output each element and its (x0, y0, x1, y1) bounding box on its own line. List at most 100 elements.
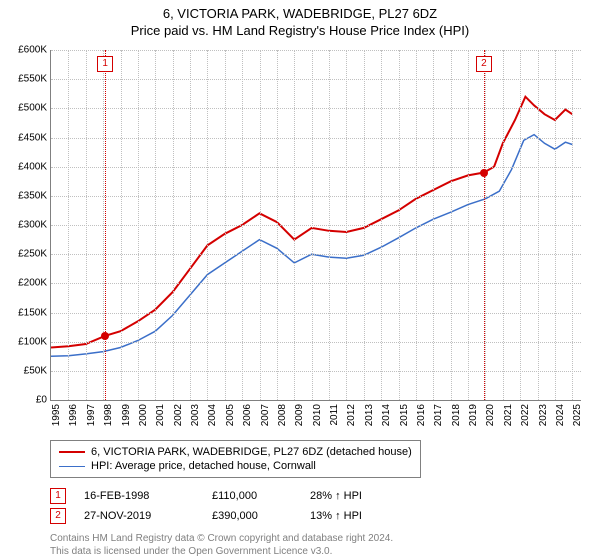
sale-date: 16-FEB-1998 (84, 490, 194, 502)
gridline-v (190, 50, 191, 400)
sale-date: 27-NOV-2019 (84, 510, 194, 522)
gridline-v (207, 50, 208, 400)
x-tick-label: 2003 (190, 404, 201, 434)
y-tick-label: £350K (3, 190, 47, 201)
x-tick-label: 2013 (364, 404, 375, 434)
gridline-v (329, 50, 330, 400)
gridline-v (312, 50, 313, 400)
x-tick-label: 1999 (121, 404, 132, 434)
sale-price: £390,000 (212, 510, 292, 522)
gridline-v (399, 50, 400, 400)
y-tick-label: £550K (3, 74, 47, 85)
gridline-h (51, 108, 581, 109)
x-tick-label: 2004 (207, 404, 218, 434)
gridline-v (433, 50, 434, 400)
gridline-h (51, 254, 581, 255)
x-tick-label: 2015 (399, 404, 410, 434)
x-tick-label: 2001 (155, 404, 166, 434)
title-block: 6, VICTORIA PARK, WADEBRIDGE, PL27 6DZ P… (0, 0, 600, 38)
gridline-v (485, 50, 486, 400)
gridline-v (121, 50, 122, 400)
gridline-v (346, 50, 347, 400)
x-tick-label: 2011 (329, 404, 340, 434)
sale-row-1: 1 16-FEB-1998 £110,000 28% ↑ HPI (50, 486, 580, 506)
gridline-v (503, 50, 504, 400)
y-tick-label: £150K (3, 307, 47, 318)
legend-and-footer: 6, VICTORIA PARK, WADEBRIDGE, PL27 6DZ (… (50, 440, 580, 558)
gridline-h (51, 371, 581, 372)
x-tick-label: 2006 (242, 404, 253, 434)
x-tick-label: 2023 (538, 404, 549, 434)
gridline-v (520, 50, 521, 400)
legend-label: 6, VICTORIA PARK, WADEBRIDGE, PL27 6DZ (… (91, 446, 412, 458)
y-tick-label: £200K (3, 278, 47, 289)
x-tick-label: 2008 (277, 404, 288, 434)
sale-row-2: 2 27-NOV-2019 £390,000 13% ↑ HPI (50, 506, 580, 526)
x-tick-label: 2017 (433, 404, 444, 434)
legend-swatch (59, 451, 85, 453)
x-tick-label: 2005 (225, 404, 236, 434)
footer-line-2: This data is licensed under the Open Gov… (50, 545, 580, 558)
gridline-v (242, 50, 243, 400)
title-address: 6, VICTORIA PARK, WADEBRIDGE, PL27 6DZ (0, 6, 600, 21)
sale-marker-box: 1 (97, 56, 113, 72)
y-tick-label: £0 (3, 395, 47, 406)
legend-label: HPI: Average price, detached house, Corn… (91, 460, 316, 472)
x-tick-label: 2021 (503, 404, 514, 434)
gridline-v (277, 50, 278, 400)
gridline-v (225, 50, 226, 400)
gridline-v (468, 50, 469, 400)
gridline-h (51, 50, 581, 51)
x-tick-label: 2012 (346, 404, 357, 434)
x-tick-label: 2022 (520, 404, 531, 434)
x-tick-label: 1995 (51, 404, 62, 434)
sale-marker-dot (480, 169, 488, 177)
gridline-v (260, 50, 261, 400)
sale-delta: 13% ↑ HPI (310, 510, 400, 522)
x-tick-label: 2025 (572, 404, 583, 434)
x-tick-label: 2010 (312, 404, 323, 434)
footer: Contains HM Land Registry data © Crown c… (50, 532, 580, 558)
gridline-v (86, 50, 87, 400)
x-tick-label: 2020 (485, 404, 496, 434)
sale-marker-badge: 1 (50, 488, 66, 504)
x-tick-label: 2002 (173, 404, 184, 434)
gridline-h (51, 79, 581, 80)
gridline-v (381, 50, 382, 400)
x-tick-label: 2009 (294, 404, 305, 434)
gridline-h (51, 283, 581, 284)
sale-price: £110,000 (212, 490, 292, 502)
x-tick-label: 2007 (260, 404, 271, 434)
x-tick-label: 2024 (555, 404, 566, 434)
y-tick-label: £300K (3, 220, 47, 231)
sale-marker-box: 2 (476, 56, 492, 72)
gridline-v (416, 50, 417, 400)
gridline-v (294, 50, 295, 400)
legend-row-hpi: HPI: Average price, detached house, Corn… (59, 459, 412, 473)
y-tick-label: £400K (3, 161, 47, 172)
gridline-h (51, 196, 581, 197)
gridline-v (68, 50, 69, 400)
gridline-v (555, 50, 556, 400)
sale-delta: 28% ↑ HPI (310, 490, 400, 502)
x-tick-label: 1998 (103, 404, 114, 434)
sale-marker-dot (101, 332, 109, 340)
chart-container: 6, VICTORIA PARK, WADEBRIDGE, PL27 6DZ P… (0, 0, 600, 560)
legend-row-price-paid: 6, VICTORIA PARK, WADEBRIDGE, PL27 6DZ (… (59, 445, 412, 459)
y-tick-label: £100K (3, 336, 47, 347)
footer-line-1: Contains HM Land Registry data © Crown c… (50, 532, 580, 545)
gridline-v (103, 50, 104, 400)
x-tick-label: 1997 (86, 404, 97, 434)
gridline-h (51, 225, 581, 226)
gridline-v (364, 50, 365, 400)
x-tick-label: 2018 (451, 404, 462, 434)
legend-box: 6, VICTORIA PARK, WADEBRIDGE, PL27 6DZ (… (50, 440, 421, 478)
gridline-h (51, 138, 581, 139)
plot-area: £0£50K£100K£150K£200K£250K£300K£350K£400… (50, 50, 581, 401)
x-tick-label: 1996 (68, 404, 79, 434)
gridline-v (538, 50, 539, 400)
x-tick-label: 2019 (468, 404, 479, 434)
x-tick-label: 2000 (138, 404, 149, 434)
gridline-v (155, 50, 156, 400)
y-tick-label: £600K (3, 45, 47, 56)
